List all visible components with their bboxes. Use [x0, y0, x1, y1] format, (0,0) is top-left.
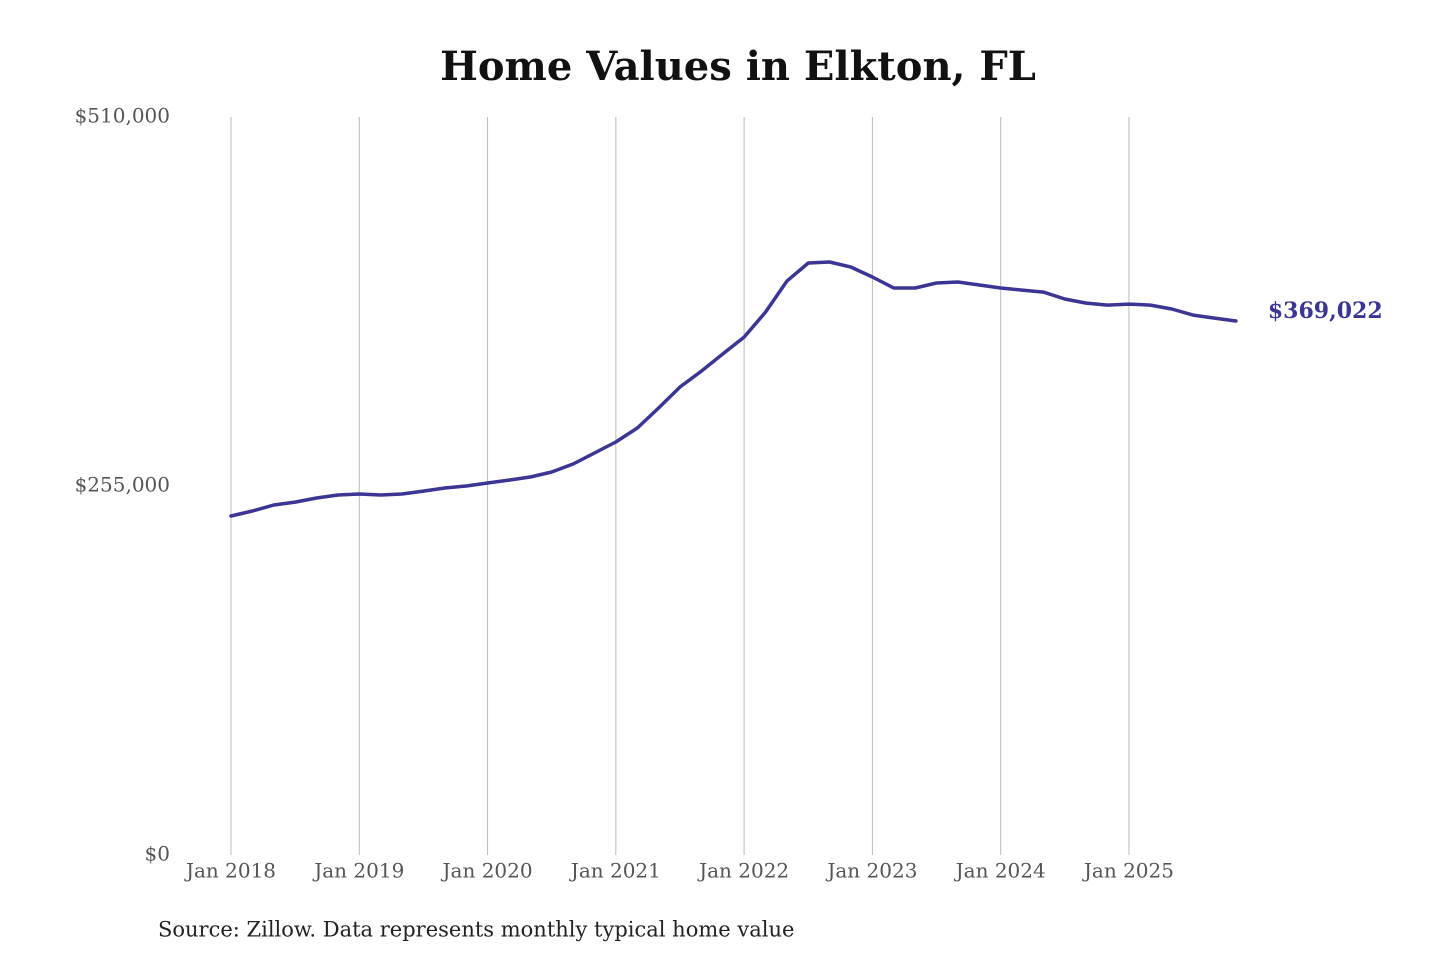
x-tick-label: Jan 2019	[312, 859, 404, 883]
source-note: Source: Zillow. Data represents monthly …	[158, 918, 794, 942]
x-tick-label: Jan 2020	[441, 859, 533, 883]
x-tick-label: Jan 2022	[697, 859, 789, 883]
chart-title: Home Values in Elkton, FL	[440, 43, 1036, 90]
x-tick-label: Jan 2023	[825, 859, 917, 883]
y-tick-label: $510,000	[75, 104, 170, 128]
line-series	[229, 260, 1238, 518]
x-tick-label: Jan 2018	[184, 859, 276, 883]
value-label: $369,022	[1268, 298, 1383, 324]
x-tick-label: Jan 2025	[1082, 859, 1174, 883]
x-tick-label: Jan 2024	[954, 859, 1046, 883]
y-tick-label: $0	[145, 842, 170, 866]
x-tick-label: Jan 2021	[569, 859, 661, 883]
y-tick-label: $255,000	[75, 473, 170, 497]
